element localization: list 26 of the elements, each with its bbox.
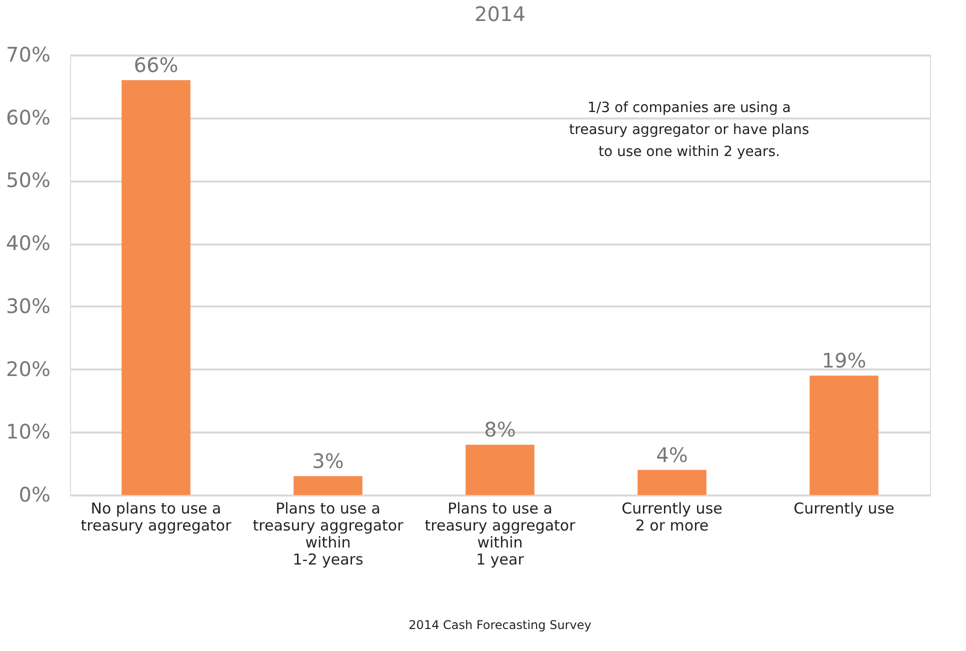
- x-tick-label: Plans to use a treasury aggregator within 1-2 years: [252, 500, 404, 568]
- x-tick-label: Currently use: [794, 500, 894, 518]
- text: 2014 Cash Forecasting Survey: [408, 618, 592, 632]
- bar: [810, 376, 878, 495]
- y-tick-label: 30%: [6, 294, 50, 318]
- y-tick-label: 20%: [6, 356, 50, 381]
- bar: [122, 80, 190, 495]
- bar: [294, 476, 362, 495]
- x-tick-label: Plans to use a treasury aggregator within 1 year: [424, 500, 576, 568]
- data-label: 3%: [312, 449, 344, 474]
- chart-title: 2014: [474, 2, 526, 26]
- y-tick-label: 10%: [6, 420, 50, 444]
- y-tick-label: 0%: [18, 482, 50, 506]
- data-label: 4%: [656, 442, 688, 467]
- data-label: 19%: [822, 348, 866, 373]
- bar: [466, 444, 534, 495]
- x-tick-label: No plans to use a treasury aggregator: [80, 500, 232, 534]
- annotation: 1/3 of companies are using a treasury aggregator or have plans to use one within 2 years.: [569, 100, 810, 160]
- data-label: 66%: [134, 53, 178, 78]
- x-tick-label: Currently use 2 or more: [622, 500, 722, 534]
- bar: [638, 470, 706, 495]
- y-tick-label: 50%: [6, 168, 50, 192]
- y-tick-label: 40%: [6, 231, 50, 256]
- data-label: 8%: [484, 418, 516, 442]
- y-tick-label: 70%: [6, 42, 50, 66]
- y-tick-label: 60%: [6, 105, 50, 130]
